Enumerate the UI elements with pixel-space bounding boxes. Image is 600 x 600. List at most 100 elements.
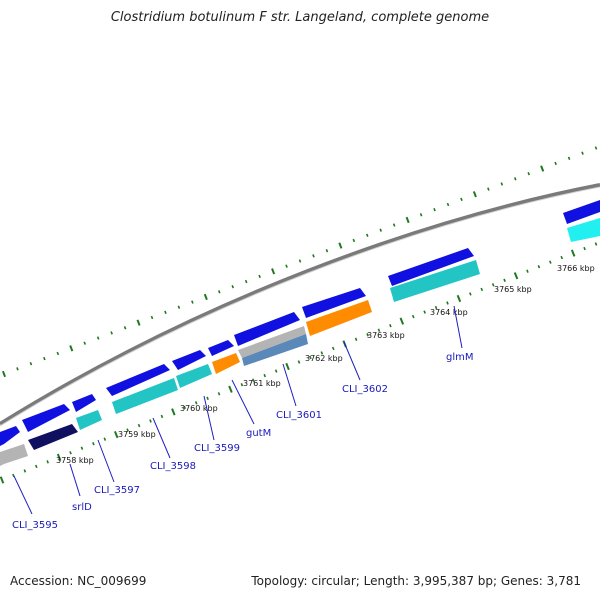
genome-backbone [0, 183, 600, 427]
gene-arrow[interactable] [238, 326, 306, 358]
kbp-label: 3761 kbp [243, 379, 281, 388]
gene-arrow[interactable] [106, 364, 170, 396]
minor-tick [491, 283, 495, 287]
gene-label[interactable]: CLI_3602 [342, 384, 388, 395]
minor-tick [126, 428, 129, 432]
minor-tick [446, 301, 449, 305]
major-tick [405, 216, 410, 224]
gene-arrow[interactable] [306, 300, 372, 336]
minor-tick [549, 260, 552, 264]
gene-arrow[interactable] [72, 394, 96, 412]
major-tick [136, 319, 141, 326]
minor-tick [16, 367, 19, 371]
minor-tick [446, 202, 450, 207]
inner-tick-row [0, 242, 598, 484]
gene-arrow[interactable] [0, 426, 20, 446]
minor-tick [164, 310, 167, 315]
minor-tick [377, 328, 381, 332]
gene-label[interactable]: glmM [446, 352, 474, 363]
minor-tick [285, 264, 288, 268]
minor-tick [513, 177, 517, 181]
gene-arrow[interactable] [22, 404, 70, 432]
gene-arrow[interactable] [234, 312, 300, 346]
minor-tick [594, 146, 598, 150]
minor-tick [83, 341, 87, 345]
minor-tick [433, 207, 436, 212]
minor-tick [500, 182, 504, 186]
gene-label[interactable]: CLI_3597 [94, 485, 140, 496]
gene-arrow[interactable] [390, 260, 480, 302]
minor-tick [503, 278, 506, 282]
minor-tick [191, 300, 194, 304]
minor-tick [43, 356, 46, 361]
minor-tick [419, 213, 423, 217]
minor-tick [137, 423, 141, 428]
kbp-label: 3766 kbp [557, 264, 595, 273]
gene-arrow[interactable] [0, 444, 28, 466]
gene-arrow[interactable] [212, 353, 240, 374]
minor-tick [252, 378, 255, 382]
gene-arrow[interactable] [302, 288, 366, 318]
gene-label[interactable]: gutM [246, 428, 271, 439]
gene-arrow[interactable] [563, 200, 600, 224]
minor-tick [217, 392, 221, 396]
minor-tick [231, 284, 235, 289]
major-tick [338, 242, 343, 249]
major-tick [1, 370, 7, 378]
minor-tick [46, 460, 49, 464]
major-tick [456, 294, 462, 303]
major-tick [472, 191, 477, 198]
minor-tick [258, 274, 261, 279]
major-tick [285, 362, 290, 371]
gene-arrow[interactable] [76, 410, 102, 430]
gene-arrow[interactable] [112, 378, 178, 414]
gene-label[interactable]: srlD [72, 502, 92, 513]
forward-strand-genes [0, 200, 600, 446]
reverse-strand-genes [0, 218, 600, 466]
minor-tick [29, 362, 33, 366]
gene-arrow[interactable] [176, 364, 212, 388]
gene-labels: CLI_3595 srlD CLI_3597 CLI_3598 CLI_3599… [12, 352, 474, 531]
major-tick [114, 430, 119, 439]
kbp-label: 3764 kbp [430, 308, 468, 317]
minor-tick [581, 151, 584, 155]
gene-arrow[interactable] [28, 424, 78, 450]
gene-label[interactable]: CLI_3601 [276, 410, 322, 421]
gene-arrow[interactable] [567, 218, 600, 242]
gene-arrow[interactable] [172, 350, 206, 370]
minor-tick [23, 469, 27, 473]
gene-label[interactable]: CLI_3595 [12, 520, 58, 531]
gene-arrow[interactable] [208, 340, 234, 356]
minor-tick [298, 259, 302, 263]
minor-tick [123, 326, 127, 330]
minor-tick [469, 292, 472, 296]
minor-tick [460, 197, 463, 202]
outer-tick-row [1, 146, 598, 378]
gene-label[interactable]: CLI_3598 [150, 461, 196, 472]
minor-tick [352, 238, 356, 243]
minor-tick [487, 187, 490, 191]
minor-tick [527, 171, 531, 176]
minor-tick [244, 279, 248, 284]
minor-tick [274, 369, 278, 373]
major-tick [399, 317, 405, 325]
minor-tick [366, 333, 369, 337]
minor-tick [411, 314, 415, 319]
minor-tick [160, 414, 164, 419]
gene-arrow[interactable] [388, 248, 474, 286]
major-tick [570, 249, 576, 257]
major-tick [513, 272, 519, 280]
minor-tick [150, 315, 154, 320]
minor-tick [594, 242, 598, 246]
major-tick [0, 476, 5, 484]
gene-label[interactable]: CLI_3599 [194, 443, 240, 454]
major-tick [69, 345, 74, 352]
minor-tick [354, 337, 358, 341]
gene-arrow[interactable] [242, 334, 308, 366]
minor-tick [177, 305, 181, 309]
major-tick [56, 453, 62, 461]
kbp-scale-labels: 3758 kbp 3759 kbp 3760 kbp 3761 kbp 3762… [56, 264, 595, 465]
major-tick [203, 293, 208, 301]
map-title: Clostridium botulinum F str. Langeland, … [110, 10, 490, 25]
